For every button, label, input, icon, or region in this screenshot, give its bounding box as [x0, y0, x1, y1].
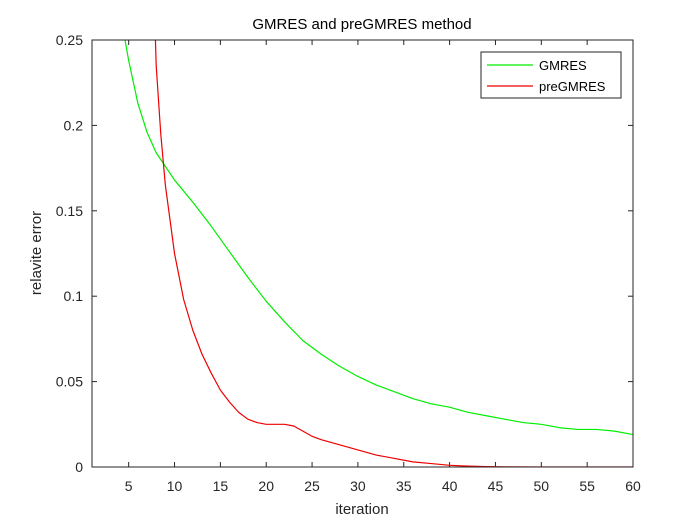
x-tick-label: 60 [625, 478, 641, 494]
legend: GMRES preGMRES [480, 51, 622, 99]
x-tick-label: 30 [350, 478, 366, 494]
x-tick-label: 5 [125, 478, 133, 494]
legend-label-gmres: GMRES [539, 58, 587, 73]
y-axis-label: relavite error [28, 211, 45, 295]
x-tick-label: 40 [442, 478, 458, 494]
plot-area [92, 40, 633, 467]
legend-label-pregmres: preGMRES [539, 79, 606, 94]
chart-title: GMRES and preGMRES method [252, 16, 471, 33]
x-tick-label: 55 [579, 478, 595, 494]
x-tick-label: 25 [304, 478, 320, 494]
series-line-pregmres [154, 40, 633, 467]
series-lines [124, 40, 633, 467]
x-axis-label: iteration [335, 501, 388, 518]
plot-frame [91, 39, 634, 468]
y-tick-label: 0.25 [56, 32, 83, 48]
legend-box [480, 51, 622, 99]
x-tick-label: 45 [488, 478, 504, 494]
x-tick-label: 35 [396, 478, 412, 494]
x-tick-label: 20 [258, 478, 274, 494]
x-tick-label: 50 [534, 478, 550, 494]
y-tick-label: 0.1 [64, 288, 84, 304]
axis-ticks: 5 10 15 20 25 30 35 40 45 50 55 60 0 0.05 0.1 0.15 0.2 0.… [56, 32, 641, 494]
y-tick-label: 0.05 [56, 374, 83, 390]
y-tick-label: 0 [75, 459, 83, 475]
x-tick-label: 10 [167, 478, 183, 494]
y-tick-label: 0.2 [64, 117, 84, 133]
y-tick-label: 0.15 [56, 203, 83, 219]
series-line-gmres [124, 40, 633, 436]
x-tick-label: 15 [213, 478, 229, 494]
